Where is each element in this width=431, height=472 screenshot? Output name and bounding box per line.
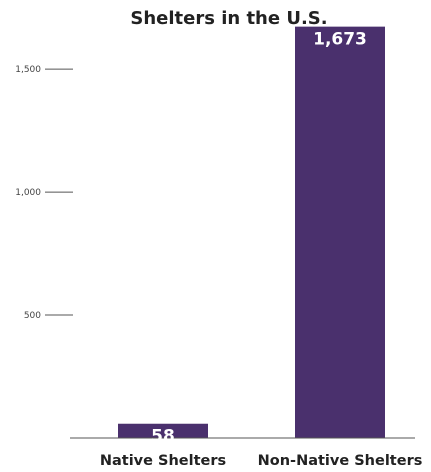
y-tick-label: 500 — [24, 311, 41, 321]
bar-1 — [295, 26, 385, 438]
bar-data-labels: 58 1,673 — [151, 30, 367, 447]
category-label-1: Non-Native Shelters — [258, 453, 423, 469]
y-tick-label: 1,500 — [15, 65, 41, 75]
bars — [118, 26, 385, 438]
category-label-0: Native Shelters — [100, 453, 226, 469]
chart-title: Shelters in the U.S. — [130, 8, 327, 29]
y-axis-ticks: 500 1,000 1,500 — [15, 65, 73, 321]
category-labels: Native Shelters Non-Native Shelters — [100, 453, 423, 469]
data-label-1: 1,673 — [313, 30, 367, 50]
y-tick-label: 1,000 — [15, 188, 41, 198]
bar-0 — [118, 423, 208, 438]
data-label-0: 58 — [151, 427, 175, 447]
